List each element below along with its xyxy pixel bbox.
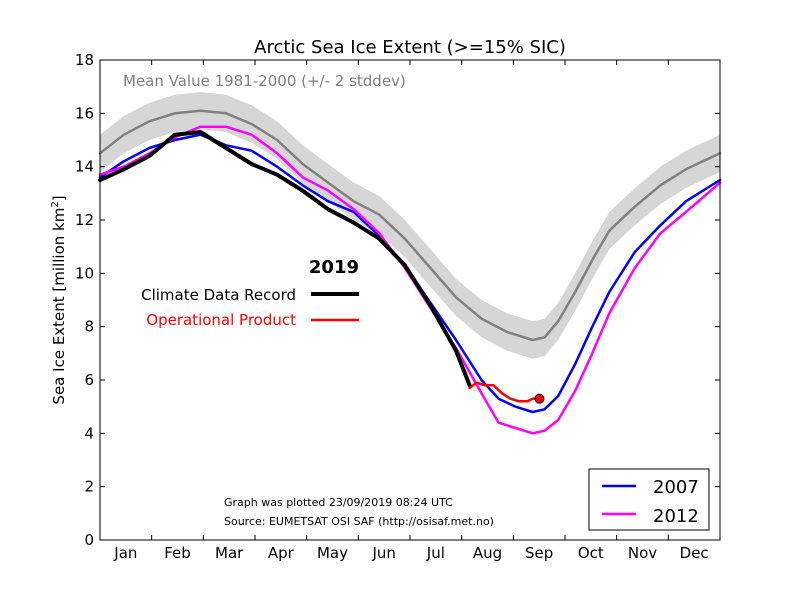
x-tick-label-jul: Jul bbox=[426, 544, 445, 562]
points-layer bbox=[534, 393, 545, 404]
mean-value-label: Mean Value 1981-2000 (+/- 2 stddev) bbox=[123, 72, 406, 90]
legend-2019-heading: 2019 bbox=[309, 257, 359, 278]
x-tick-label-sep: Sep bbox=[525, 544, 553, 562]
x-tick-label-nov: Nov bbox=[628, 544, 657, 562]
y-tick-label: 14 bbox=[75, 158, 94, 176]
x-tick-label-dec: Dec bbox=[680, 544, 709, 562]
x-tick-label-oct: Oct bbox=[578, 544, 604, 562]
legend-box: 2007 2012 bbox=[588, 468, 710, 531]
y-tick-label: 2 bbox=[84, 478, 94, 496]
x-tick-label-apr: Apr bbox=[268, 544, 295, 562]
axes-layer: 0 2 4 6 8 10 12 14 16 18 Jan Feb Mar Apr May Jun Jul Aug S… bbox=[75, 51, 721, 562]
y-axis-label-end: ] bbox=[50, 195, 68, 201]
latest-value-marker bbox=[534, 393, 545, 404]
stddev-band-layer bbox=[100, 92, 720, 359]
legend-entry-2012: 2012 bbox=[653, 506, 699, 527]
series-line-mean-value-1981-2000 bbox=[98, 109, 722, 342]
series-line-operational-product bbox=[468, 381, 541, 403]
x-tick-label-jun: Jun bbox=[371, 544, 395, 562]
y-tick-label: 6 bbox=[84, 371, 94, 389]
legend-box-frame bbox=[588, 468, 710, 531]
y-axis-label-main: Sea Ice Extent [million km bbox=[50, 208, 68, 405]
y-tick-label: 10 bbox=[75, 264, 94, 282]
y-tick-label: 0 bbox=[84, 531, 94, 549]
y-tick-label: 12 bbox=[75, 211, 94, 229]
y-tick-label: 16 bbox=[75, 104, 94, 122]
y-tick-label: 8 bbox=[84, 318, 94, 336]
mean-stddev-band bbox=[100, 92, 720, 359]
footer-source: Source: EUMETSAT OSI SAF (http://osisaf.… bbox=[224, 515, 494, 528]
legend-entry-operational-product: Operational Product bbox=[146, 311, 296, 329]
legend-entry-climate-data-record: Climate Data Record bbox=[141, 286, 296, 304]
footer-plotted-date: Graph was plotted 23/09/2019 08:24 UTC bbox=[224, 496, 453, 509]
y-tick-label: 18 bbox=[75, 51, 94, 69]
x-tick-label-mar: Mar bbox=[215, 544, 244, 562]
x-tick-label-may: May bbox=[317, 544, 348, 562]
y-axis-label-superscript: 2 bbox=[50, 201, 61, 207]
y-axis-label: Sea Ice Extent [million km2] bbox=[50, 195, 68, 404]
x-tick-label-feb: Feb bbox=[164, 544, 191, 562]
series-lines-layer bbox=[98, 109, 722, 435]
legend-entry-2007: 2007 bbox=[653, 477, 699, 498]
chart-title: Arctic Sea Ice Extent (>=15% SIC) bbox=[254, 37, 566, 58]
x-tick-label-jan: Jan bbox=[113, 544, 137, 562]
x-tick-label-aug: Aug bbox=[473, 544, 502, 562]
y-tick-label: 4 bbox=[84, 424, 94, 442]
series-line-climate-data-record bbox=[98, 130, 472, 388]
